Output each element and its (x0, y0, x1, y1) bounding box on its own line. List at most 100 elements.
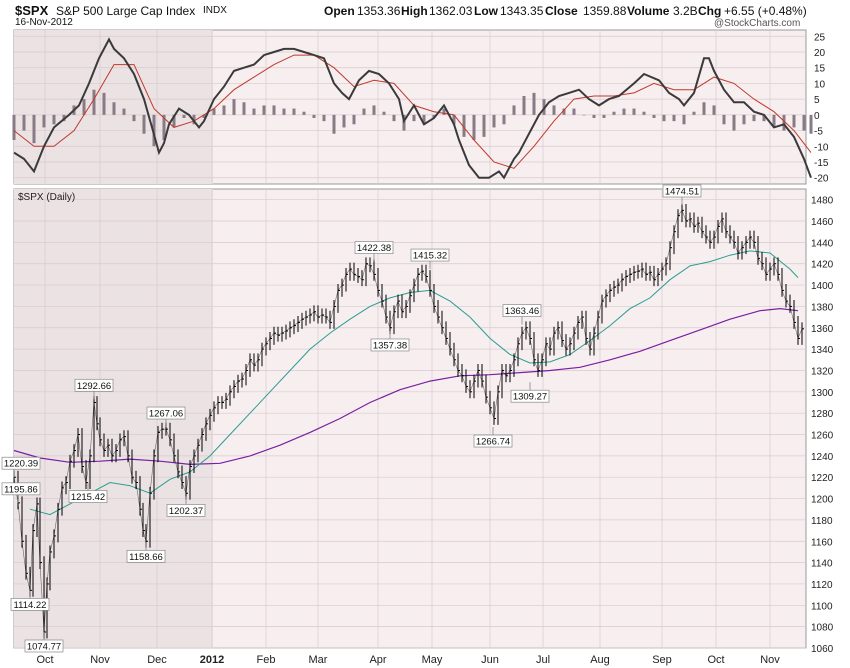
macd-histogram-bar (332, 114, 336, 134)
price-y-tick-label: 1460 (811, 217, 834, 228)
macd-histogram-bar (562, 108, 566, 115)
macd-histogram-bar (312, 114, 316, 118)
macd-histogram-bar (462, 114, 466, 137)
annotation-label: 1415.32 (413, 251, 447, 262)
price-y-tick-label: 1400 (811, 281, 834, 292)
macd-y-tick-label: -15 (814, 158, 829, 169)
macd-histogram-bar (692, 111, 696, 115)
macd-histogram-bar (672, 114, 676, 122)
annotation-label: 1267.06 (149, 409, 183, 420)
macd-histogram-bar (342, 114, 346, 128)
macd-histogram-bar (782, 114, 786, 131)
close-value: 1359.88 (583, 4, 627, 18)
annotation-box (24, 639, 64, 653)
x-tick-label: Nov (760, 654, 780, 666)
price-line (13, 209, 803, 633)
macd-histogram-bar (722, 114, 726, 125)
macd-histogram-bar (202, 114, 206, 118)
macd-histogram-bar (162, 114, 166, 140)
price-y-tick-label: 1160 (811, 537, 833, 548)
macd-histogram-bar (132, 114, 136, 122)
x-tick-label: Jun (481, 654, 499, 666)
macd-histogram-bar (492, 114, 496, 128)
low-value: 1343.35 (500, 4, 544, 18)
macd-histogram-bar (809, 114, 813, 134)
annotation-box (1, 482, 41, 496)
macd-y-tick-label: 0 (814, 111, 820, 122)
macd-histogram-bar (252, 108, 256, 115)
x-tick-label: Feb (257, 654, 276, 666)
macd-histogram-bar (362, 108, 366, 115)
macd-histogram-bar (92, 89, 96, 115)
macd-y-tick-label: 25 (814, 32, 826, 43)
annotation-label: 1215.42 (71, 492, 105, 503)
x-tick-label: 2012 (200, 654, 224, 666)
macd-histogram-bar (52, 114, 56, 125)
annotation-label: 1357.38 (373, 340, 407, 351)
macd-histogram-bar (762, 114, 766, 122)
watermark: @StockCharts.com (714, 18, 801, 29)
x-tick-label: Sep (652, 654, 672, 666)
x-tick-label: Aug (590, 654, 610, 666)
macd-histogram-bar (352, 114, 356, 125)
macd-histogram-bar (242, 102, 246, 115)
annotation-box (502, 304, 542, 317)
macd-histogram-bar (152, 114, 156, 147)
macd-histogram-bar (582, 114, 586, 116)
x-tick-label: Apr (369, 654, 386, 666)
annotation-box (166, 504, 206, 517)
symbol: $SPX (15, 3, 49, 18)
annotation-label: 1474.51 (665, 187, 699, 198)
macd-histogram-bar (422, 114, 426, 125)
x-tick-label: Nov (90, 654, 110, 666)
macd-histogram-bar (452, 114, 456, 125)
annotation-label: 1266.74 (476, 437, 510, 448)
macd-line (13, 37, 812, 180)
high-label: High (401, 4, 428, 18)
macd-histogram-bar (82, 99, 86, 115)
macd-lines (13, 37, 812, 180)
macd-histogram-bar (712, 105, 716, 115)
annotation-box (1, 456, 41, 470)
price-y-tick-label: 1300 (811, 388, 834, 399)
macd-histogram-bar (292, 108, 296, 115)
macd-histogram-bar (302, 111, 306, 115)
price-y-tick-label: 1440 (811, 238, 834, 249)
macd-histogram-bar (512, 105, 516, 115)
annotation-label: 1114.22 (14, 600, 47, 611)
price-y-tick-label: 1380 (811, 302, 834, 313)
price-y-tick-label: 1280 (811, 409, 834, 420)
macd-histogram-bar (142, 114, 146, 134)
macd-histogram-bar (222, 105, 226, 115)
macd-histogram-bar (322, 114, 326, 122)
macd-histogram-bar (622, 108, 626, 115)
macd-histogram-bar (662, 114, 666, 122)
macd-histogram-bar (392, 114, 396, 122)
price-annotations: 1220.39 1195.86 1114.22 1074.77 1292.66 1215.… (1, 184, 702, 653)
macd-y-tick-label: 5 (814, 95, 820, 106)
price-y-tick-label: 1140 (811, 559, 833, 570)
annotation-label: 1220.39 (4, 459, 38, 470)
macd-histogram-bar (732, 114, 736, 131)
macd-histogram-bar (102, 92, 106, 115)
annotation-box (10, 598, 50, 611)
index-name: S&P 500 Large Cap Index (56, 4, 196, 18)
price-panel-title: $SPX (Daily) (18, 192, 75, 203)
macd-histogram-bar (532, 92, 536, 115)
macd-histogram-bar (212, 108, 216, 115)
annotation-box (126, 549, 166, 563)
macd-histogram-bar (442, 108, 446, 115)
annotation-box (74, 378, 114, 392)
macd-histogram-bar (752, 114, 756, 122)
x-tick-label: Jul (536, 654, 550, 666)
price-y-tick-label: 1340 (811, 345, 834, 356)
price-y-tick-label: 1060 (811, 644, 834, 655)
price-y-tick-label: 1480 (811, 196, 834, 207)
macd-histogram-bar (772, 114, 776, 128)
volume-label: Volume (627, 4, 670, 18)
macd-histogram-bar (602, 114, 606, 118)
chart-date: 16-Nov-2012 (15, 17, 73, 28)
price-y-tick-label: 1180 (811, 516, 833, 527)
macd-histogram-bar (642, 111, 646, 115)
